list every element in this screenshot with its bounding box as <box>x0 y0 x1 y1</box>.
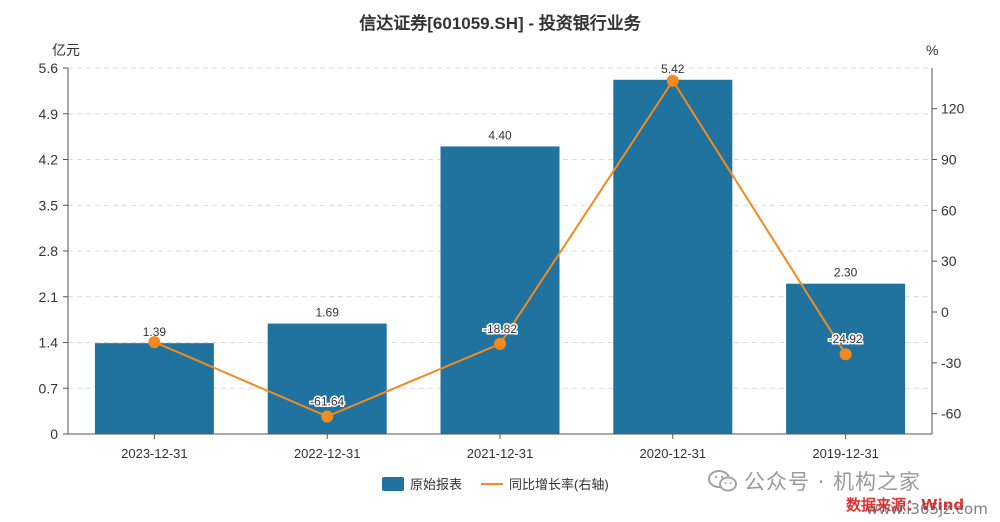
bar <box>613 79 733 434</box>
x-tick-label: 2021-12-31 <box>467 446 534 461</box>
right-tick-label: -60 <box>941 406 961 422</box>
left-tick-label: 3.5 <box>39 197 59 213</box>
legend-label-line: 同比增长率(右轴) <box>509 477 609 492</box>
growth-value-label: -18.82 <box>483 322 517 336</box>
growth-value-label: -24.92 <box>829 332 863 346</box>
legend[interactable]: 原始报表 同比增长率(右轴) <box>382 477 609 492</box>
x-tick-label: 2023-12-31 <box>121 446 188 461</box>
right-tick-label: 60 <box>941 202 957 218</box>
left-tick-label: 1.4 <box>39 335 59 351</box>
left-tick-label: 2.8 <box>39 243 59 259</box>
growth-label-halo: -24.92 <box>829 332 863 346</box>
source-watermark: 数据来源：Wind <box>846 496 965 514</box>
growth-label-halo: -18.82 <box>483 322 517 336</box>
left-axis-unit: 亿元 <box>52 42 80 58</box>
left-tick-label: 2.1 <box>39 289 59 305</box>
left-tick-label: 0.7 <box>39 380 59 396</box>
growth-point <box>321 410 334 423</box>
line-series <box>148 74 852 423</box>
right-tick-label: 0 <box>941 304 949 320</box>
bar <box>94 343 214 434</box>
x-tick-label: 2020-12-31 <box>640 446 707 461</box>
right-tick-label: 30 <box>941 253 957 269</box>
growth-value-label: -61.64 <box>310 394 344 408</box>
left-tick-label: 4.2 <box>39 152 59 168</box>
right-axis-unit: % <box>926 42 938 58</box>
x-tick-label: 2019-12-31 <box>812 446 879 461</box>
wechat-account: 公众号 · 机构之家 <box>744 470 922 494</box>
growth-point <box>494 337 506 350</box>
bar-value-label: 5.42 <box>661 62 685 76</box>
bar-value-label: 4.40 <box>488 128 512 142</box>
site-watermark: www.i365jz.com <box>866 500 988 518</box>
bar-value-label: 2.30 <box>834 266 858 280</box>
bar-series <box>94 79 906 434</box>
growth-point <box>148 336 161 349</box>
wechat-icon <box>708 469 738 493</box>
growth-point <box>666 74 679 87</box>
right-tick-label: -30 <box>941 355 961 371</box>
axes: 0 0.7 1.4 2.1 2.8 3.5 4.2 4.9 5.6 -60 -30 0 30 60 90 12… <box>39 60 965 461</box>
bar-value-label: 1.39 <box>143 325 167 339</box>
left-tick-label: 4.9 <box>39 106 59 122</box>
bar <box>440 146 560 434</box>
data-labels: 1.391.694.405.422.30-61.64-61.64-18.82-1… <box>143 62 865 410</box>
growth-label-halo: -61.64 <box>310 394 344 408</box>
left-tick-label: 0 <box>50 426 58 442</box>
right-tick-label: 120 <box>941 101 965 117</box>
right-tick-label: 90 <box>941 152 957 168</box>
left-tick-label: 5.6 <box>39 60 59 76</box>
wechat-watermark: 公众号 · 机构之家 <box>708 466 921 496</box>
x-tick-label: 2022-12-31 <box>294 446 361 461</box>
bar-value-label: 1.69 <box>316 306 340 320</box>
legend-label-bar: 原始报表 <box>410 477 462 492</box>
chart-title: 信达证券[601059.SH] - 投资银行业务 <box>359 13 641 33</box>
growth-point <box>839 348 852 361</box>
legend-swatch-bar <box>382 477 404 491</box>
